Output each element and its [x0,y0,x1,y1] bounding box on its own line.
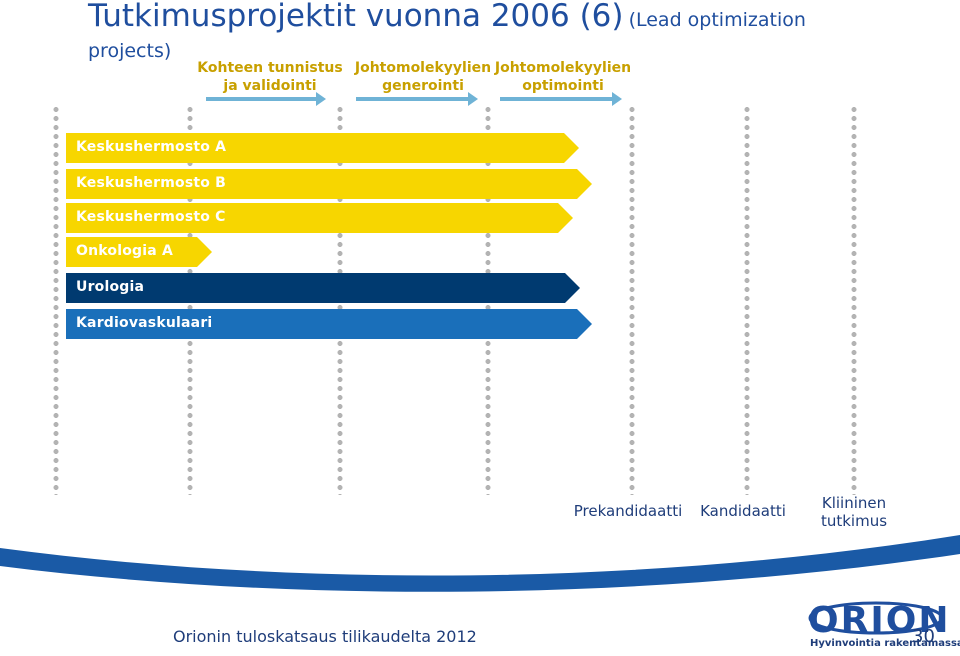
phase-label-line2: generointi [382,78,464,94]
phase-label-line1: Johtomolekyylien [354,60,492,76]
project-label: Kardiovaskulaari [76,315,213,331]
project-bar-urologia: Urologia [66,273,580,303]
page-title: Tutkimusprojektit vuonna 2006 (6) (Lead … [88,0,806,34]
phase-label-line2: optimointi [522,78,604,94]
phase-arrow-optimization [500,92,622,106]
logo-swoosh-icon [808,601,944,635]
stage-label-candidate: Kandidaatti [694,502,792,520]
dotted-divider [744,105,750,495]
project-label: Keskushermosto B [76,175,227,191]
dotted-divider [851,105,857,495]
dotted-divider [629,105,635,495]
phase-label-generation: Johtomolekyylien generointi [350,59,496,95]
logo-tagline: Hyvinvointia rakentamassa [810,638,960,649]
bar-shape [66,203,573,233]
phase-arrow-generation [356,92,478,106]
title-subtitle: (Lead optimization [628,9,806,31]
stage-line1: Prekandidaatti [573,502,683,520]
stage-line1: Kliininen [821,494,887,512]
bar-shape [66,237,212,267]
project-bar-keskushermosto-a: Keskushermosto A [66,133,579,163]
stage-label-precandidate: Prekandidaatti [566,502,690,520]
dotted-divider [53,105,59,495]
project-label: Onkologia A [76,243,174,259]
stage-line1: Kandidaatti [700,502,786,520]
stage-line2: tutkimus [820,512,888,530]
phase-label-line2: ja validointi [223,78,317,94]
project-bar-kardiovaskulaari: Kardiovaskulaari [66,309,592,339]
phase-label-optimization: Johtomolekyylien optimointi [490,59,636,95]
project-label: Keskushermosto A [76,139,227,155]
bar-shape [66,273,580,303]
bar-shape [66,133,579,163]
logo-wordmark: ORION [808,600,951,641]
bar-shape [66,309,592,339]
title-main: Tutkimusprojektit vuonna 2006 (6) [88,0,624,34]
footer-text: Orionin tuloskatsaus tilikaudelta 2012 [173,627,477,646]
phase-label-line1: Johtomolekyylien [494,60,632,76]
page-number: 30 [912,626,935,647]
phase-label-target: Kohteen tunnistus ja validointi [196,59,344,95]
bar-shape [66,169,592,199]
project-label: Keskushermosto C [76,209,226,225]
project-bar-onkologia-a: Onkologia A [66,237,212,267]
phase-label-line1: Kohteen tunnistus [197,60,343,76]
stage-label-clinical: Kliininen tutkimus [806,494,902,530]
project-label: Urologia [76,279,145,295]
orion-logo: ORION Hyvinvointia rakentamassa [808,600,960,652]
project-bar-keskushermosto-c: Keskushermosto C [66,203,573,233]
title-subtitle-cont: projects) [88,40,172,62]
project-bar-keskushermosto-b: Keskushermosto B [66,169,592,199]
phase-arrow-target [206,92,326,106]
